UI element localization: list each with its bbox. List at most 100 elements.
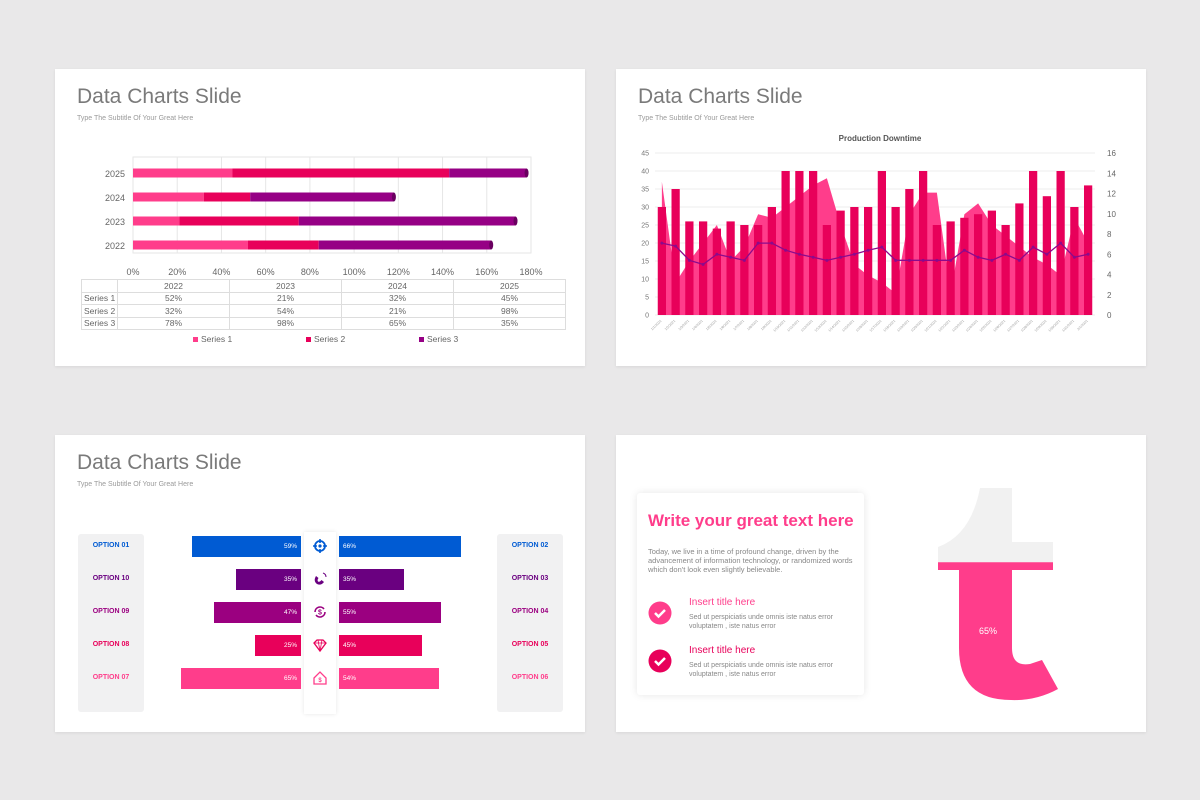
x-tick-label: 1/6/2021 (719, 319, 731, 331)
data-table: 2022 2023 2024 2025 Series 1 52% 21% 32% 45% Se… (81, 279, 566, 330)
item-title: Insert title here (689, 645, 756, 656)
bar-left: 59% (191, 536, 301, 557)
option-label-right: OPTION 02 (511, 542, 549, 549)
x-tick-label: 20% (168, 267, 186, 277)
line-point (784, 248, 788, 252)
option-label-right: OPTION 04 (511, 608, 549, 615)
slide-text-gauge[interactable]: Write your great text here Today, we liv… (616, 435, 1146, 732)
t-letter-gauge: 65% (938, 488, 1058, 701)
line-point (1004, 252, 1008, 256)
line-point (729, 255, 733, 259)
legend-series-1: Series 1 (193, 334, 232, 344)
bar (822, 225, 831, 315)
bar-segment (449, 168, 527, 178)
bar-segment (133, 168, 233, 178)
bar-segment (232, 168, 450, 178)
line-point (866, 248, 870, 252)
slide-options[interactable]: Data Charts Slide Type The Subtitle Of Y… (55, 435, 585, 732)
line-point (976, 255, 980, 259)
left-options-panel (78, 534, 144, 712)
y-left-tick-label: 15 (641, 259, 649, 266)
line-point (962, 248, 966, 252)
bar-segment (298, 216, 516, 226)
bar (699, 221, 708, 315)
bar (767, 207, 776, 315)
x-tick-label: 1/30/2021 (1047, 319, 1061, 333)
y-right-tick-label: 8 (1107, 230, 1112, 239)
bar (877, 171, 886, 315)
x-tick-label: 100% (343, 267, 366, 277)
area-series (661, 178, 1089, 315)
bar (1001, 225, 1010, 315)
line-point (687, 258, 691, 262)
x-tick-label: 1/5/2021 (705, 319, 717, 331)
line-point (894, 258, 898, 262)
svg-text:$: $ (318, 610, 322, 617)
bar (795, 171, 804, 315)
y-left-tick-label: 30 (641, 205, 649, 212)
line-point (1045, 252, 1049, 256)
y-right-tick-label: 0 (1107, 311, 1112, 320)
x-tick-label: 140% (431, 267, 454, 277)
dollar-cycle-icon: $ (314, 606, 326, 618)
x-tick-label: 1/21/2021 (924, 319, 938, 333)
item-text: Sed ut perspiciatis unde omnis iste natu… (689, 662, 833, 678)
bar (946, 221, 955, 315)
svg-text:$: $ (318, 678, 322, 684)
line-point (756, 241, 760, 245)
line-point (1072, 255, 1076, 259)
x-tick-label: 1/9/2021 (760, 319, 772, 331)
x-tick-label: 1/26/2021 (992, 319, 1006, 333)
slide-stacked-bar[interactable]: Data Charts Slide Type The Subtitle Of Y… (55, 69, 585, 366)
icon-column (304, 532, 336, 714)
line-point (1086, 252, 1090, 256)
bar (740, 225, 749, 315)
bar (932, 225, 941, 315)
combo-chart: Production Downtime 0 5 10 15 20 25 30 35 40 45 0 2… (641, 134, 1116, 333)
x-tick-label: 1/27/2021 (1006, 319, 1020, 333)
bar (712, 228, 721, 315)
x-tick-label: 1/14/2021 (827, 319, 841, 333)
y-tick-label: 2023 (105, 217, 125, 227)
house-dollar-icon: $ (313, 671, 327, 685)
slide-subtitle: Type The Subtitle Of Your Great Here (77, 481, 194, 488)
bar (1070, 207, 1079, 315)
x-tick-label: 2/1/2021 (1076, 319, 1088, 331)
line-point (825, 258, 829, 262)
slide-title: Data Charts Slide (77, 451, 242, 474)
bar-right: 45% (339, 635, 423, 656)
slide-title: Data Charts Slide (638, 85, 803, 108)
y-left-tick-label: 5 (645, 295, 649, 302)
x-tick-label: 1/3/2021 (678, 319, 690, 331)
option-label-left: OPTION 09 (92, 608, 130, 615)
y-right-tick-label: 16 (1107, 149, 1116, 158)
bar (754, 225, 763, 315)
x-tick-label: 1/29/2021 (1034, 319, 1048, 333)
x-tick-label: 1/4/2021 (691, 319, 703, 331)
line-point (852, 252, 856, 256)
y-right-tick-label: 6 (1107, 250, 1112, 259)
x-tick-label: 0% (126, 267, 139, 277)
line-point (811, 255, 815, 259)
option-label-right: OPTION 06 (511, 674, 549, 681)
bar-segment (318, 240, 492, 250)
slide-title: Data Charts Slide (77, 85, 242, 108)
y-right-tick-label: 2 (1107, 291, 1112, 300)
option-label-left: OPTION 10 (92, 575, 130, 582)
x-tick-label: 1/31/2021 (1061, 319, 1075, 333)
bar-right: 55% (339, 602, 441, 623)
line-series (661, 242, 1089, 266)
slide-production-downtime[interactable]: Data Charts Slide Type The Subtitle Of Y… (616, 69, 1146, 366)
line-point (1031, 245, 1035, 249)
bar-segment (203, 192, 251, 202)
x-tick-label: 1/2/2021 (664, 319, 676, 331)
x-tick-label: 1/25/2021 (979, 319, 993, 333)
bar (864, 207, 873, 315)
bar-left: 65% (180, 668, 301, 689)
option-label-right: OPTION 05 (511, 641, 549, 648)
card-body: Today, we live in a time of profound cha… (648, 547, 853, 574)
x-tick-label: 1/1/2021 (650, 319, 662, 331)
line-point (949, 258, 953, 262)
bar (836, 210, 845, 315)
line-point (935, 258, 939, 262)
